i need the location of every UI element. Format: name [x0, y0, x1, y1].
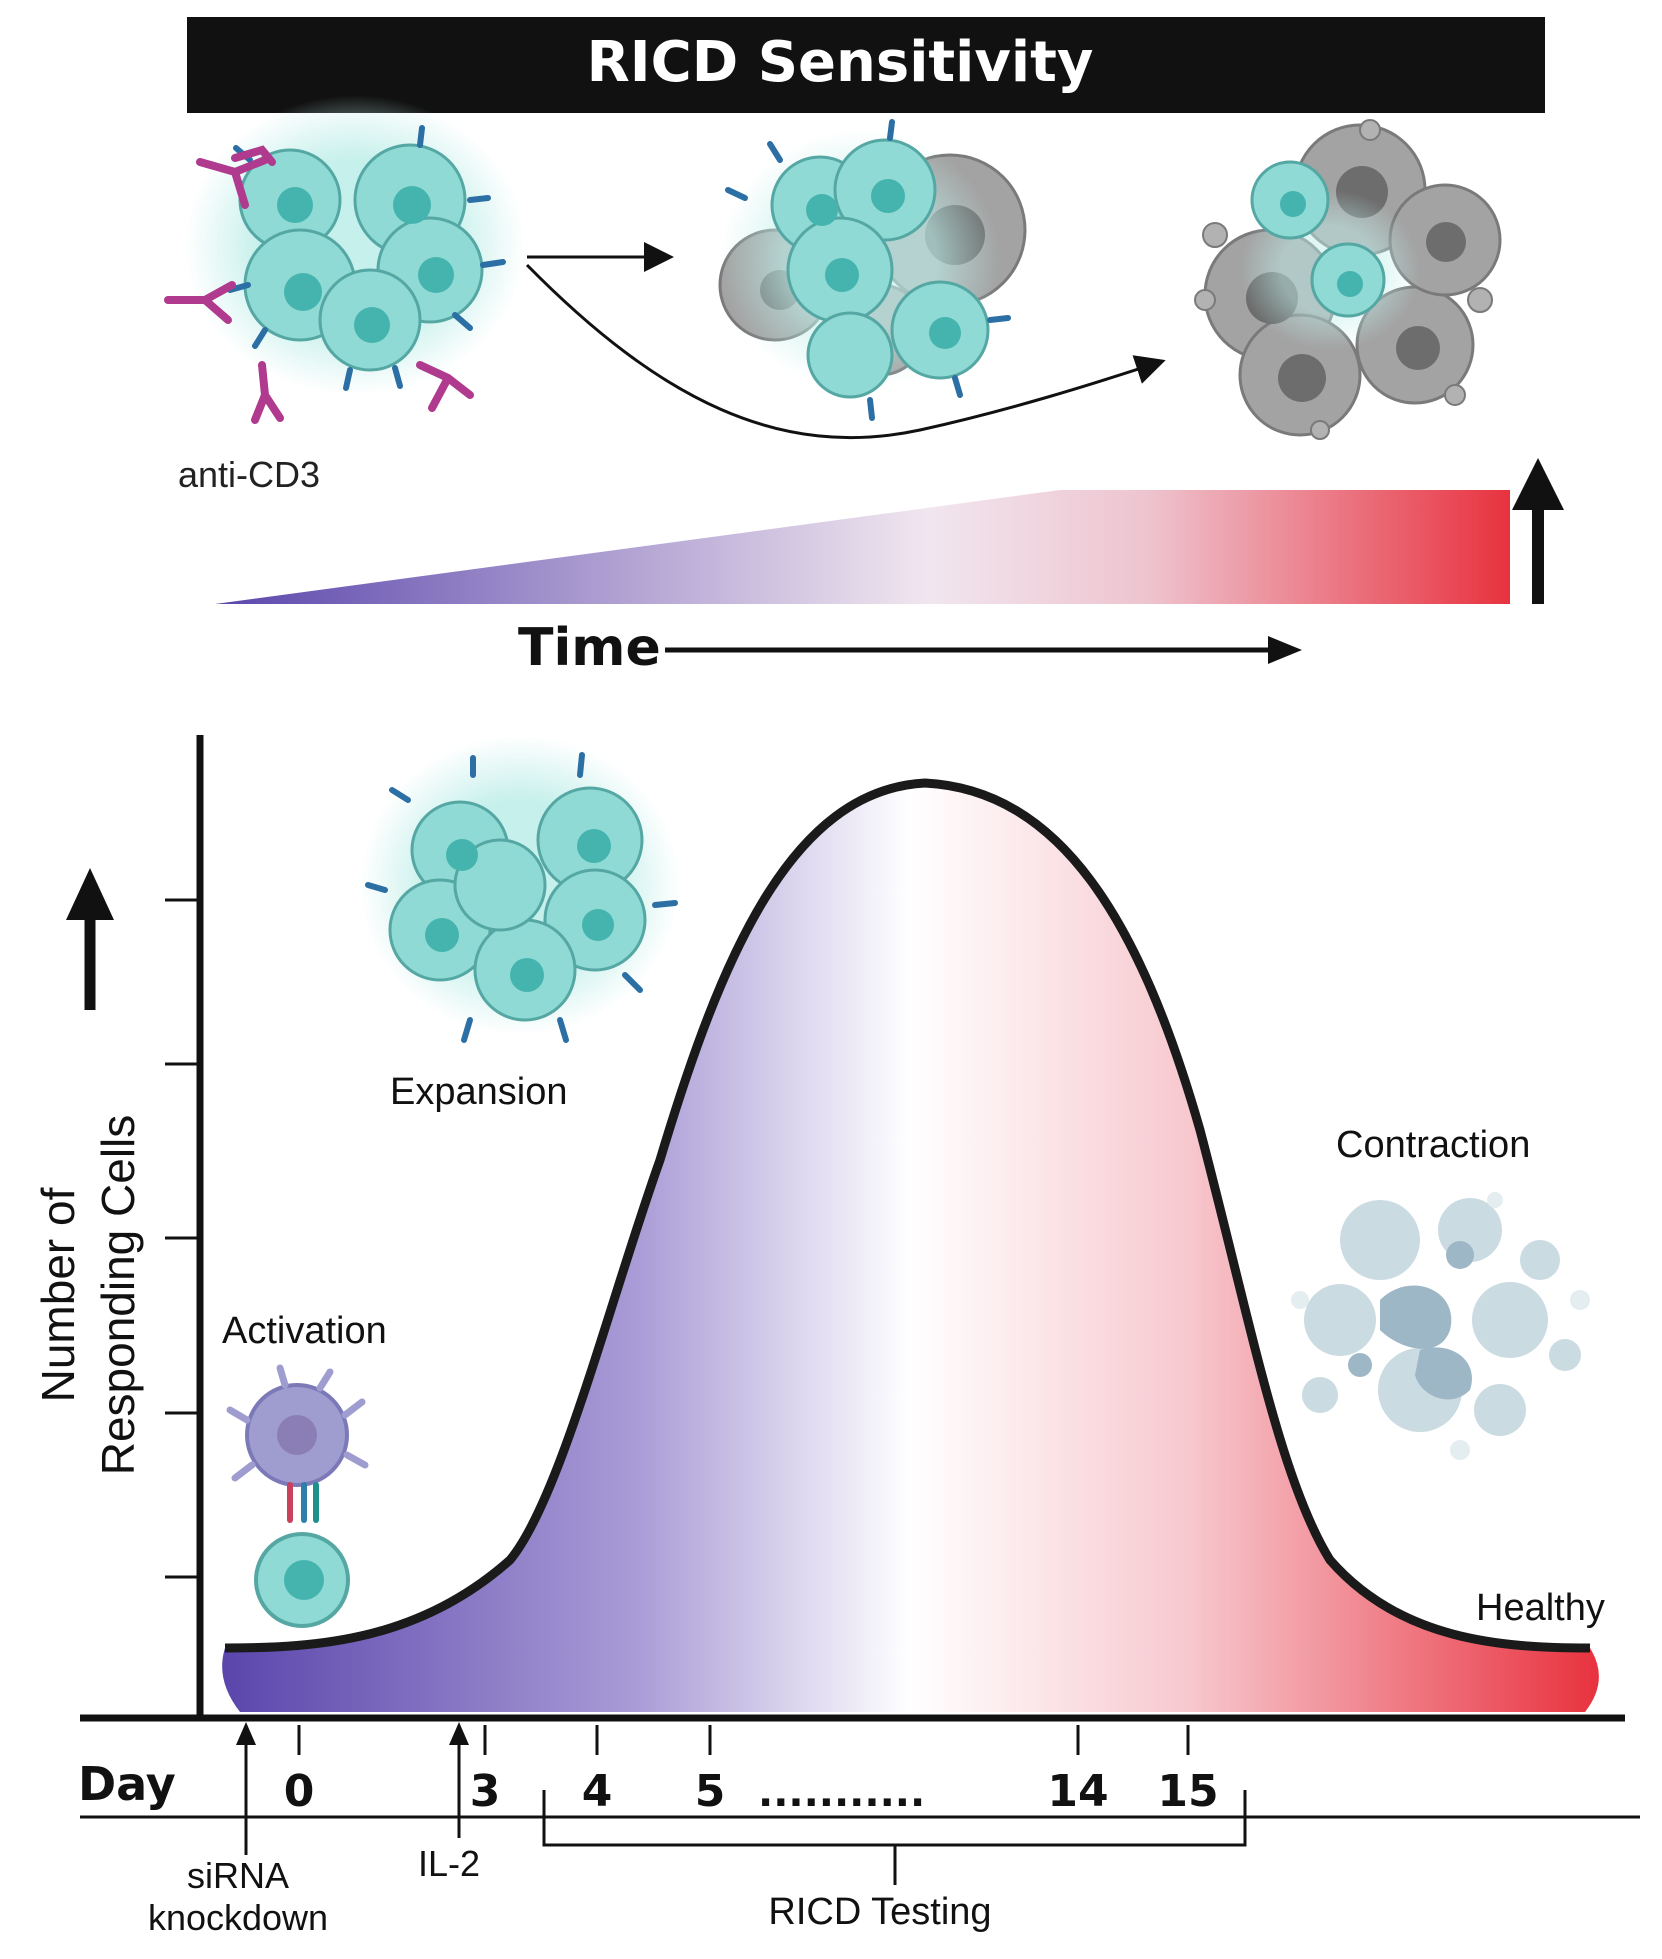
- page-title: RICD Sensitivity: [587, 30, 1094, 95]
- sensitivity-up-arrow-icon: [1512, 458, 1564, 604]
- day-tick-14: 14: [1047, 1766, 1108, 1817]
- sirna-label-line2: knockdown: [148, 1897, 328, 1938]
- day-tick-0: 0: [284, 1766, 315, 1817]
- response-curve-line: [224, 778, 1591, 1653]
- il2-marker-arrow-icon: [449, 1722, 469, 1745]
- ricd-testing-label: RICD Testing: [768, 1891, 991, 1933]
- ricd-testing-bracket: [542, 1790, 1247, 1885]
- response-curve-fill: [222, 783, 1599, 1712]
- y-axis-ticks: [165, 898, 200, 1579]
- sensitivity-gradient-wedge: [215, 490, 1510, 604]
- il2-label: IL-2: [418, 1843, 480, 1884]
- sirna-label-line1: siRNA: [187, 1855, 289, 1896]
- progression-arrow-long: [525, 263, 1166, 440]
- day-tick-4: 4: [582, 1766, 613, 1817]
- contraction-debris-icon: [1291, 1192, 1590, 1460]
- sirna-marker-arrow-icon: [236, 1722, 256, 1745]
- expansion-cell-cluster: [360, 735, 680, 1043]
- title-banner: [187, 17, 1545, 113]
- phase-label-activation: Activation: [222, 1310, 387, 1352]
- day-ellipsis: ...........: [758, 1770, 925, 1816]
- antibody-icons: [164, 145, 474, 424]
- day-tick-15: 15: [1157, 1766, 1218, 1817]
- phase-label-contraction: Contraction: [1336, 1124, 1530, 1166]
- time-label: Time: [518, 618, 661, 678]
- phase-label-healthy: Healthy: [1476, 1587, 1605, 1629]
- y-axis-label-line2: Responding Cells: [92, 1115, 144, 1476]
- day-ticks: [297, 1725, 1190, 1755]
- stimulus-label: anti-CD3: [178, 454, 320, 495]
- y-up-arrow-icon: [66, 868, 114, 1010]
- activation-cell-icon: [226, 1364, 369, 1628]
- mixed-cell-cluster: [718, 119, 1027, 421]
- activated-cell-cluster: [185, 95, 525, 395]
- day-axis-label: Day: [78, 1757, 176, 1811]
- time-arrow-head-icon: [1268, 636, 1302, 664]
- day-tick-3: 3: [470, 1766, 501, 1817]
- phase-label-expansion: Expansion: [390, 1071, 567, 1113]
- y-axis-label-line1: Number of: [32, 1187, 84, 1402]
- dying-cell-cluster: [1194, 119, 1502, 440]
- day-tick-5: 5: [695, 1766, 726, 1817]
